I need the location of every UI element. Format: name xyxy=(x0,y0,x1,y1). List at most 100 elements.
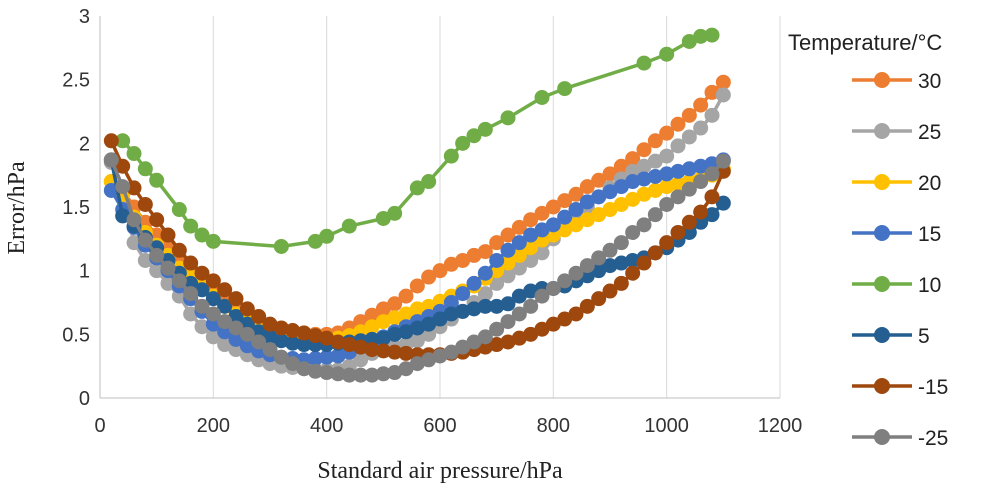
data-point xyxy=(103,133,119,149)
data-point xyxy=(171,242,187,258)
data-point xyxy=(194,265,210,281)
data-point xyxy=(715,87,731,103)
data-point xyxy=(511,235,527,251)
data-point xyxy=(489,321,505,337)
data-point xyxy=(591,172,607,188)
data-point xyxy=(477,298,493,314)
data-point xyxy=(330,348,346,364)
data-point xyxy=(534,288,550,304)
data-point xyxy=(568,202,584,218)
data-point xyxy=(613,255,629,271)
data-point xyxy=(591,250,607,266)
data-point xyxy=(262,329,278,345)
data-point xyxy=(319,365,335,381)
data-point xyxy=(137,252,153,268)
data-point xyxy=(477,121,493,137)
y-tick-label: 0.5 xyxy=(62,324,90,346)
data-point xyxy=(500,110,516,126)
data-point xyxy=(409,180,425,196)
series-10 xyxy=(115,27,720,254)
data-point xyxy=(500,227,516,243)
data-point xyxy=(387,296,403,312)
data-point xyxy=(375,343,391,359)
legend-swatch-marker xyxy=(874,123,890,139)
data-point xyxy=(704,107,720,123)
data-point xyxy=(126,212,142,228)
data-point xyxy=(693,28,709,44)
data-point xyxy=(659,46,675,62)
data-point xyxy=(421,352,437,368)
data-point xyxy=(307,351,323,367)
data-point xyxy=(625,151,641,167)
data-point xyxy=(500,314,516,330)
data-point xyxy=(659,166,675,182)
data-point xyxy=(421,174,437,190)
legend-label: 5 xyxy=(918,325,930,348)
data-point xyxy=(613,158,629,174)
data-point xyxy=(228,331,244,347)
data-point xyxy=(636,158,652,174)
data-point xyxy=(262,316,278,332)
data-point xyxy=(421,316,437,332)
legend-item-10: 10 xyxy=(852,274,941,297)
data-point xyxy=(477,286,493,302)
data-point xyxy=(704,166,720,182)
data-point xyxy=(205,329,221,345)
data-point xyxy=(443,256,459,272)
data-point xyxy=(194,227,210,243)
legend-item--25: -25 xyxy=(852,427,948,450)
data-point xyxy=(602,258,618,274)
data-point xyxy=(149,172,165,188)
x-axis-title: Standard air pressure/hPa xyxy=(317,458,563,484)
data-point xyxy=(432,348,448,364)
legend-swatch-marker xyxy=(874,327,890,343)
data-point xyxy=(251,309,267,325)
data-point xyxy=(364,367,380,383)
legend-label: 25 xyxy=(918,121,941,144)
data-point xyxy=(489,275,505,291)
data-point xyxy=(353,339,369,355)
data-point xyxy=(398,306,414,322)
data-point xyxy=(602,202,618,218)
data-point xyxy=(477,265,493,281)
data-point xyxy=(613,196,629,212)
data-point xyxy=(659,125,675,141)
series-lines xyxy=(103,27,731,383)
data-point xyxy=(149,247,165,263)
data-point xyxy=(557,311,573,327)
data-point xyxy=(523,298,539,314)
data-point xyxy=(523,240,539,256)
data-point xyxy=(500,268,516,284)
x-tick-label: 400 xyxy=(310,415,343,437)
data-point xyxy=(568,186,584,202)
data-point xyxy=(545,316,561,332)
data-point xyxy=(205,306,221,322)
data-point xyxy=(511,288,527,304)
data-point xyxy=(636,142,652,158)
data-point xyxy=(636,255,652,271)
data-point xyxy=(534,321,550,337)
data-point xyxy=(375,330,391,346)
data-point xyxy=(443,344,459,360)
data-point xyxy=(364,342,380,358)
data-point xyxy=(432,263,448,279)
data-point xyxy=(443,148,459,164)
data-point xyxy=(341,367,357,383)
x-tick-label: 800 xyxy=(537,415,570,437)
data-point xyxy=(364,319,380,335)
data-point xyxy=(228,309,244,325)
data-point xyxy=(285,356,301,372)
data-point xyxy=(579,194,595,210)
data-point xyxy=(602,283,618,299)
data-point xyxy=(115,179,131,195)
data-point xyxy=(670,189,686,205)
data-point xyxy=(625,174,641,190)
data-point xyxy=(115,158,131,174)
x-tick-label: 1200 xyxy=(758,415,803,437)
data-point xyxy=(715,195,731,211)
data-point xyxy=(443,306,459,322)
data-point xyxy=(455,339,471,355)
data-point xyxy=(409,356,425,372)
data-point xyxy=(591,291,607,307)
